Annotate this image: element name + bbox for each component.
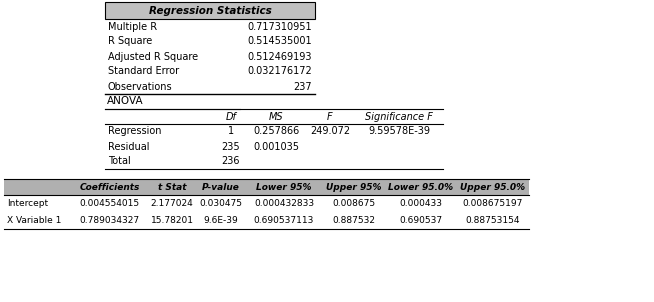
Text: 2.177024: 2.177024 — [150, 199, 194, 208]
Text: 1: 1 — [228, 127, 234, 137]
Bar — [4, 179, 529, 195]
Text: Coefficients: Coefficients — [79, 182, 140, 191]
Text: Observations: Observations — [108, 82, 173, 92]
Text: 0.512469193: 0.512469193 — [247, 52, 312, 62]
Text: 0.690537113: 0.690537113 — [254, 216, 314, 225]
Text: 0.789034327: 0.789034327 — [79, 216, 139, 225]
Text: 0.004554015: 0.004554015 — [79, 199, 139, 208]
Text: 0.008675: 0.008675 — [332, 199, 375, 208]
Text: MS: MS — [269, 111, 283, 121]
Text: Significance F: Significance F — [365, 111, 433, 121]
Text: Multiple R: Multiple R — [108, 21, 157, 31]
Text: 0.000433: 0.000433 — [400, 199, 443, 208]
Text: 0.514535001: 0.514535001 — [247, 37, 312, 47]
Bar — [105, 2, 315, 19]
Text: 249.072: 249.072 — [310, 127, 350, 137]
Text: ANOVA: ANOVA — [107, 97, 144, 107]
Text: Upper 95.0%: Upper 95.0% — [460, 182, 526, 191]
Text: Standard Error: Standard Error — [108, 66, 179, 76]
Text: Total: Total — [108, 156, 131, 166]
Text: Residual: Residual — [108, 142, 150, 152]
Text: Intercept: Intercept — [7, 199, 48, 208]
Text: Df: Df — [226, 111, 237, 121]
Text: 235: 235 — [222, 142, 240, 152]
Text: 0.257866: 0.257866 — [253, 127, 299, 137]
Text: Upper 95%: Upper 95% — [326, 182, 382, 191]
Text: 0.001035: 0.001035 — [253, 142, 299, 152]
Text: 0.88753154: 0.88753154 — [466, 216, 520, 225]
Text: 15.78201: 15.78201 — [150, 216, 194, 225]
Text: 0.000432833: 0.000432833 — [254, 199, 314, 208]
Text: X Variable 1: X Variable 1 — [7, 216, 61, 225]
Text: 237: 237 — [294, 82, 312, 92]
Text: 0.690537: 0.690537 — [400, 216, 443, 225]
Text: 0.030475: 0.030475 — [199, 199, 243, 208]
Text: Regression Statistics: Regression Statistics — [148, 5, 271, 15]
Text: 9.6E-39: 9.6E-39 — [203, 216, 238, 225]
Text: R Square: R Square — [108, 37, 152, 47]
Text: 0.717310951: 0.717310951 — [247, 21, 312, 31]
Text: 9.59578E-39: 9.59578E-39 — [368, 127, 430, 137]
Text: Lower 95.0%: Lower 95.0% — [388, 182, 454, 191]
Text: t Stat: t Stat — [158, 182, 186, 191]
Text: Regression: Regression — [108, 127, 162, 137]
Text: 236: 236 — [222, 156, 240, 166]
Text: 0.032176172: 0.032176172 — [247, 66, 312, 76]
Text: F: F — [327, 111, 333, 121]
Text: Lower 95%: Lower 95% — [256, 182, 312, 191]
Text: P-value: P-value — [202, 182, 240, 191]
Text: Adjusted R Square: Adjusted R Square — [108, 52, 198, 62]
Text: 0.887532: 0.887532 — [332, 216, 375, 225]
Text: 0.008675197: 0.008675197 — [463, 199, 523, 208]
